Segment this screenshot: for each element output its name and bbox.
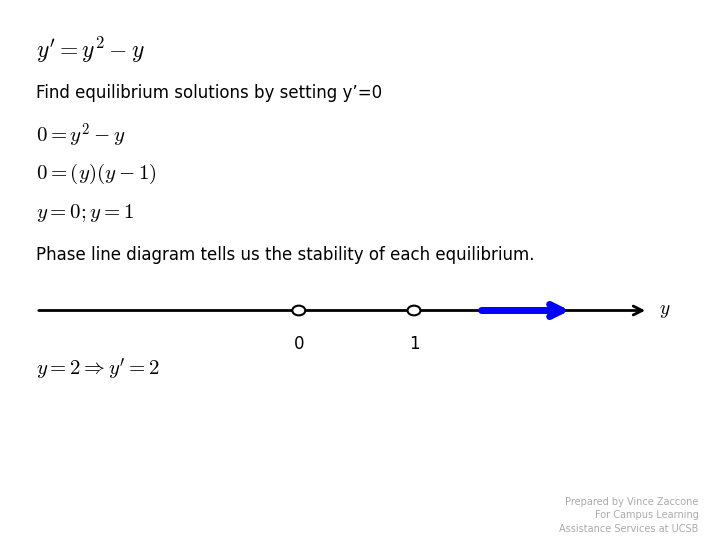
- Text: Assistance Services at UCSB: Assistance Services at UCSB: [559, 524, 698, 534]
- Text: 0: 0: [294, 335, 304, 353]
- Text: $y = 2 \Rightarrow y' = 2$: $y = 2 \Rightarrow y' = 2$: [36, 356, 160, 382]
- Text: $y = 0; y = 1$: $y = 0; y = 1$: [36, 202, 134, 225]
- Circle shape: [408, 306, 420, 315]
- Text: 1: 1: [409, 335, 419, 353]
- Text: For Campus Learning: For Campus Learning: [595, 510, 698, 521]
- Text: Find equilibrium solutions by setting y’=0: Find equilibrium solutions by setting y’…: [36, 84, 382, 102]
- Text: $y$: $y$: [659, 301, 670, 320]
- Text: Phase line diagram tells us the stability of each equilibrium.: Phase line diagram tells us the stabilit…: [36, 246, 534, 264]
- Text: $y' = y^2 - y$: $y' = y^2 - y$: [36, 35, 145, 65]
- Circle shape: [292, 306, 305, 315]
- Text: $0 = (y)(y - 1)$: $0 = (y)(y - 1)$: [36, 162, 156, 186]
- Text: Prepared by Vince Zaccone: Prepared by Vince Zaccone: [565, 497, 698, 507]
- Text: $0 = y^2 - y$: $0 = y^2 - y$: [36, 122, 126, 150]
